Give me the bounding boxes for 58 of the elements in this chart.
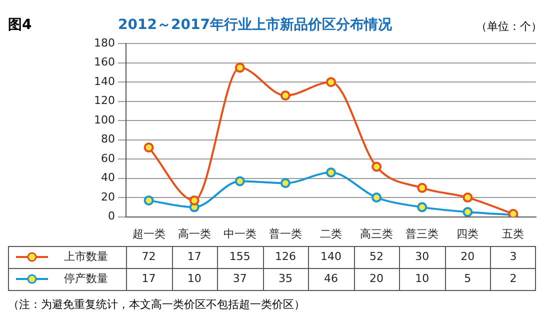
y-tick-label: 180 [94,36,115,50]
data-label: 140 [320,250,342,263]
point [372,192,382,203]
y-tick-label: 160 [94,56,115,69]
legend-label: 上市数量 [64,250,108,263]
data-label: 30 [415,250,430,263]
y-tick-label: 120 [94,94,115,108]
point [462,192,473,203]
data-label: 155 [229,250,250,263]
data-label: 126 [274,250,296,263]
y-tick-label: 20 [101,190,115,204]
point [372,162,382,172]
point [144,142,154,153]
point [144,195,154,206]
data-label: 20 [370,272,384,285]
data-label: 10 [415,272,430,285]
data-label: 52 [370,250,384,263]
data-label: 5 [464,272,472,285]
x-tick-label: 普三类 [406,227,439,240]
x-tick-label: 超一类 [132,227,166,240]
y-tick-label: 100 [94,113,115,126]
x-tick-label: 高一类 [178,227,211,240]
data-label: 17 [187,250,202,263]
point [280,178,290,188]
y-tick-label: 140 [94,74,115,88]
point [417,182,428,193]
point [189,195,200,206]
data-label: 72 [142,250,156,263]
y-tick-label: 0 [108,210,115,223]
caption: 图4 [8,16,33,34]
point [234,176,245,186]
data-label: 46 [324,272,338,285]
text: （注：为避免重复统计，本文高一类价区不包括超一类价区） [8,297,306,312]
data-label: 2 [510,272,517,285]
point [462,206,473,217]
y-tick-label: 80 [101,132,115,146]
x-tick-label: 高三类 [360,227,394,240]
data-label: 20 [460,250,475,263]
x-tick-label: 普一类 [268,227,302,240]
x-tick-label: 四类 [456,227,479,240]
data-label: 3 [510,250,517,263]
x-tick-label: 中一类 [223,227,256,240]
y-tick-label: 60 [101,152,115,165]
legend-label: 停产数量 [64,272,108,285]
point [326,77,336,88]
data-label: 17 [142,272,156,285]
data-label: 35 [278,272,292,285]
point [417,202,428,212]
point [280,90,290,101]
chart-title: 2012～2017年行业上市新品价区分布情况 [118,16,392,34]
point [234,62,245,73]
x-tick-label: 五类 [502,227,524,240]
y-tick-label: 40 [101,171,115,184]
x-tick-label: 二类 [320,227,342,240]
data-label: 10 [187,272,202,285]
data-label: 37 [232,272,247,285]
text: （单位：个） [476,19,542,34]
point [326,168,336,178]
